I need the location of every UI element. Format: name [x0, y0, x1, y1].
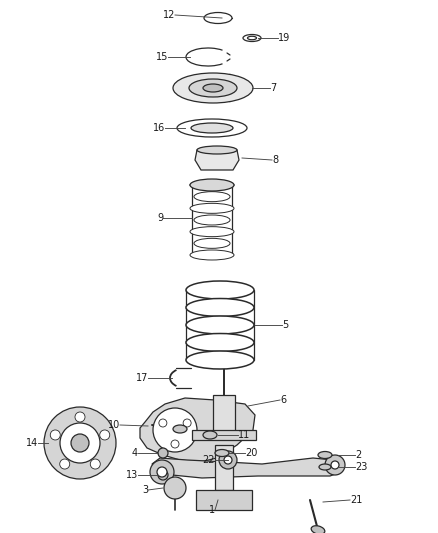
Circle shape: [75, 412, 85, 422]
Text: 10: 10: [108, 420, 120, 430]
Circle shape: [325, 455, 345, 475]
Ellipse shape: [190, 250, 234, 260]
Text: 1: 1: [209, 505, 215, 515]
Ellipse shape: [177, 119, 247, 137]
Ellipse shape: [190, 203, 234, 213]
Ellipse shape: [186, 281, 254, 299]
Text: 14: 14: [26, 438, 38, 448]
Ellipse shape: [190, 179, 234, 191]
Ellipse shape: [189, 79, 237, 97]
Text: 17: 17: [136, 373, 148, 383]
Ellipse shape: [194, 238, 230, 248]
Circle shape: [71, 434, 89, 452]
Ellipse shape: [186, 351, 254, 369]
Ellipse shape: [203, 84, 223, 92]
Ellipse shape: [247, 36, 257, 40]
Text: 11: 11: [238, 430, 250, 440]
Ellipse shape: [215, 449, 229, 456]
Text: 2: 2: [355, 450, 361, 460]
Ellipse shape: [194, 215, 230, 225]
Bar: [213, 395, 235, 435]
Text: 12: 12: [162, 10, 175, 20]
Circle shape: [50, 430, 60, 440]
Circle shape: [100, 430, 110, 440]
Text: 3: 3: [142, 485, 148, 495]
Circle shape: [44, 407, 116, 479]
Ellipse shape: [197, 146, 237, 154]
Ellipse shape: [194, 192, 230, 201]
Ellipse shape: [186, 334, 254, 351]
Circle shape: [153, 408, 197, 452]
Ellipse shape: [191, 123, 233, 133]
Bar: [215, 445, 233, 490]
Circle shape: [90, 459, 100, 469]
Text: 22: 22: [202, 455, 215, 465]
Circle shape: [224, 456, 232, 464]
Circle shape: [60, 459, 70, 469]
Circle shape: [331, 461, 339, 469]
Circle shape: [219, 451, 237, 469]
Ellipse shape: [173, 73, 253, 103]
Text: 7: 7: [270, 83, 276, 93]
Circle shape: [171, 440, 179, 448]
Polygon shape: [195, 150, 239, 170]
Ellipse shape: [311, 526, 325, 533]
Text: 5: 5: [282, 320, 288, 330]
Polygon shape: [152, 458, 340, 478]
Text: 9: 9: [157, 213, 163, 223]
Circle shape: [158, 448, 168, 458]
Ellipse shape: [190, 180, 234, 190]
Bar: [196, 490, 252, 510]
Text: 13: 13: [126, 470, 138, 480]
Circle shape: [159, 419, 167, 427]
Ellipse shape: [243, 35, 261, 42]
Text: 15: 15: [155, 52, 168, 62]
Ellipse shape: [186, 298, 254, 317]
Ellipse shape: [190, 227, 234, 237]
Text: 19: 19: [278, 33, 290, 43]
Circle shape: [60, 423, 100, 463]
Text: 21: 21: [350, 495, 362, 505]
Text: 16: 16: [153, 123, 165, 133]
Polygon shape: [140, 398, 255, 462]
Circle shape: [150, 460, 174, 484]
Text: 23: 23: [355, 462, 367, 472]
Ellipse shape: [319, 464, 331, 470]
Ellipse shape: [173, 425, 187, 433]
Ellipse shape: [204, 12, 232, 23]
Text: 20: 20: [245, 448, 258, 458]
Circle shape: [158, 470, 168, 480]
Ellipse shape: [318, 451, 332, 458]
Circle shape: [157, 467, 167, 477]
Circle shape: [183, 419, 191, 427]
Ellipse shape: [186, 316, 254, 334]
Ellipse shape: [203, 431, 217, 439]
Text: 8: 8: [272, 155, 278, 165]
Circle shape: [164, 477, 186, 499]
Bar: [192, 430, 256, 440]
Text: 6: 6: [280, 395, 286, 405]
Text: 4: 4: [132, 448, 138, 458]
